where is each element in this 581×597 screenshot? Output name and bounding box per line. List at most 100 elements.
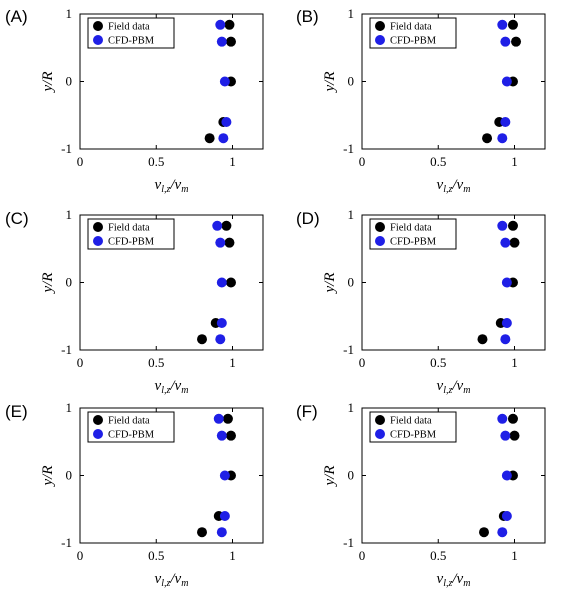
data-point	[500, 334, 511, 345]
x-axis-label: vl,z/vm	[155, 378, 189, 396]
data-point	[477, 334, 488, 345]
y-tick-label: 1	[66, 207, 73, 222]
y-tick-label: 0	[348, 468, 355, 483]
data-point	[225, 430, 236, 441]
y-tick-label: 0	[66, 74, 73, 89]
legend-box	[87, 411, 175, 443]
y-axis-label: y/R	[40, 72, 56, 94]
legend-marker	[375, 222, 385, 232]
data-point	[500, 430, 511, 441]
data-point	[479, 527, 489, 538]
x-tick-label: 1	[511, 355, 518, 370]
x-tick-label: 0	[359, 548, 366, 563]
data-point	[212, 220, 223, 231]
data-point	[221, 220, 232, 231]
data-point	[216, 527, 227, 538]
x-axis-label: vl,z/vm	[437, 177, 471, 195]
legend-entry: Field data	[108, 22, 150, 33]
legend: Field data CFD-PBM	[87, 411, 175, 443]
y-axis-label: y/R	[40, 466, 56, 488]
data-point	[197, 334, 207, 345]
legend-box	[87, 218, 175, 250]
x-tick-label: 0.5	[430, 355, 446, 370]
y-tick-label: -1	[343, 141, 354, 156]
data-point	[500, 237, 511, 248]
panel-letter: (A)	[5, 7, 28, 26]
legend-entry: CFD-PBM	[108, 430, 155, 441]
x-axis-label: vl,z/vm	[155, 177, 189, 195]
legend-box	[369, 218, 457, 250]
y-axis-label: y/R	[322, 72, 338, 94]
panel-1: (A) 0 0.5 1 -1 0 1 vl,z/vm y/R Field data CFD-PBM	[5, 6, 264, 195]
legend-entry: CFD-PBM	[108, 237, 155, 248]
legend-entry: CFD-PBM	[390, 237, 437, 248]
legend-marker	[93, 236, 103, 246]
panel-letter: (B)	[296, 7, 319, 26]
data-point	[497, 133, 508, 144]
y-axis-label: y/R	[322, 273, 338, 295]
x-tick-label: 0	[359, 154, 366, 169]
legend-marker	[375, 21, 385, 31]
legend-entry: Field data	[390, 22, 432, 33]
legend: Field data CFD-PBM	[369, 17, 457, 49]
data-point	[497, 19, 508, 30]
x-tick-label: 1	[511, 548, 518, 563]
data-point	[511, 36, 522, 47]
panel-letter: (E)	[5, 402, 28, 421]
data-point	[225, 277, 236, 288]
y-tick-label: -1	[343, 342, 354, 357]
data-point	[501, 76, 512, 87]
data-point	[482, 133, 493, 144]
x-tick-label: 1	[511, 154, 518, 169]
x-tick-label: 0.5	[148, 548, 164, 563]
legend-marker	[93, 21, 103, 31]
data-point	[224, 19, 235, 30]
legend-marker	[93, 222, 103, 232]
legend: Field data CFD-PBM	[369, 411, 457, 443]
data-point	[216, 430, 227, 441]
x-tick-label: 0.5	[148, 355, 164, 370]
data-point	[215, 334, 226, 345]
x-axis-label: vl,z/vm	[155, 571, 189, 589]
data-point	[500, 36, 511, 47]
legend-marker	[375, 236, 385, 246]
series-cfd-pbm	[497, 220, 512, 345]
data-point	[215, 237, 226, 248]
data-point	[501, 470, 512, 481]
legend-box	[369, 17, 457, 49]
y-tick-label: 1	[348, 400, 355, 415]
panel-4: (D) 0 0.5 1 -1 0 1 vl,z/vm y/R Field data CFD-PBM	[296, 207, 546, 396]
legend: Field data CFD-PBM	[87, 218, 175, 250]
data-point	[501, 318, 512, 328]
legend-entry: CFD-PBM	[390, 36, 437, 47]
x-axis-label: vl,z/vm	[437, 378, 471, 396]
series-cfd-pbm	[497, 19, 512, 144]
y-axis-label: y/R	[322, 466, 338, 488]
x-tick-label: 0.5	[430, 548, 446, 563]
panel-5: (E) 0 0.5 1 -1 0 1 vl,z/vm y/R Field data CFD-PBM	[5, 400, 264, 589]
data-point	[215, 19, 226, 30]
series-field-data	[204, 19, 236, 144]
series-cfd-pbm	[213, 413, 230, 538]
data-point	[221, 117, 232, 127]
y-tick-label: 0	[66, 468, 73, 483]
data-point	[222, 413, 233, 424]
panel-letter: (C)	[5, 209, 29, 228]
legend-entry: CFD-PBM	[108, 36, 155, 47]
panel-letter: (D)	[296, 209, 320, 228]
data-point	[497, 527, 508, 538]
y-tick-label: 0	[348, 74, 355, 89]
panel-6: (F) 0 0.5 1 -1 0 1 vl,z/vm y/R Field data CFD-PBM	[296, 400, 546, 589]
legend-entry: Field data	[390, 223, 432, 234]
x-tick-label: 1	[229, 355, 236, 370]
legend-box	[87, 17, 175, 49]
y-tick-label: -1	[61, 342, 72, 357]
y-tick-label: 1	[348, 207, 355, 222]
x-tick-label: 0	[77, 154, 84, 169]
y-tick-label: 1	[348, 6, 355, 21]
data-point	[219, 511, 230, 521]
y-tick-label: 0	[348, 275, 355, 290]
legend-entry: Field data	[108, 416, 150, 427]
data-point	[219, 470, 230, 481]
